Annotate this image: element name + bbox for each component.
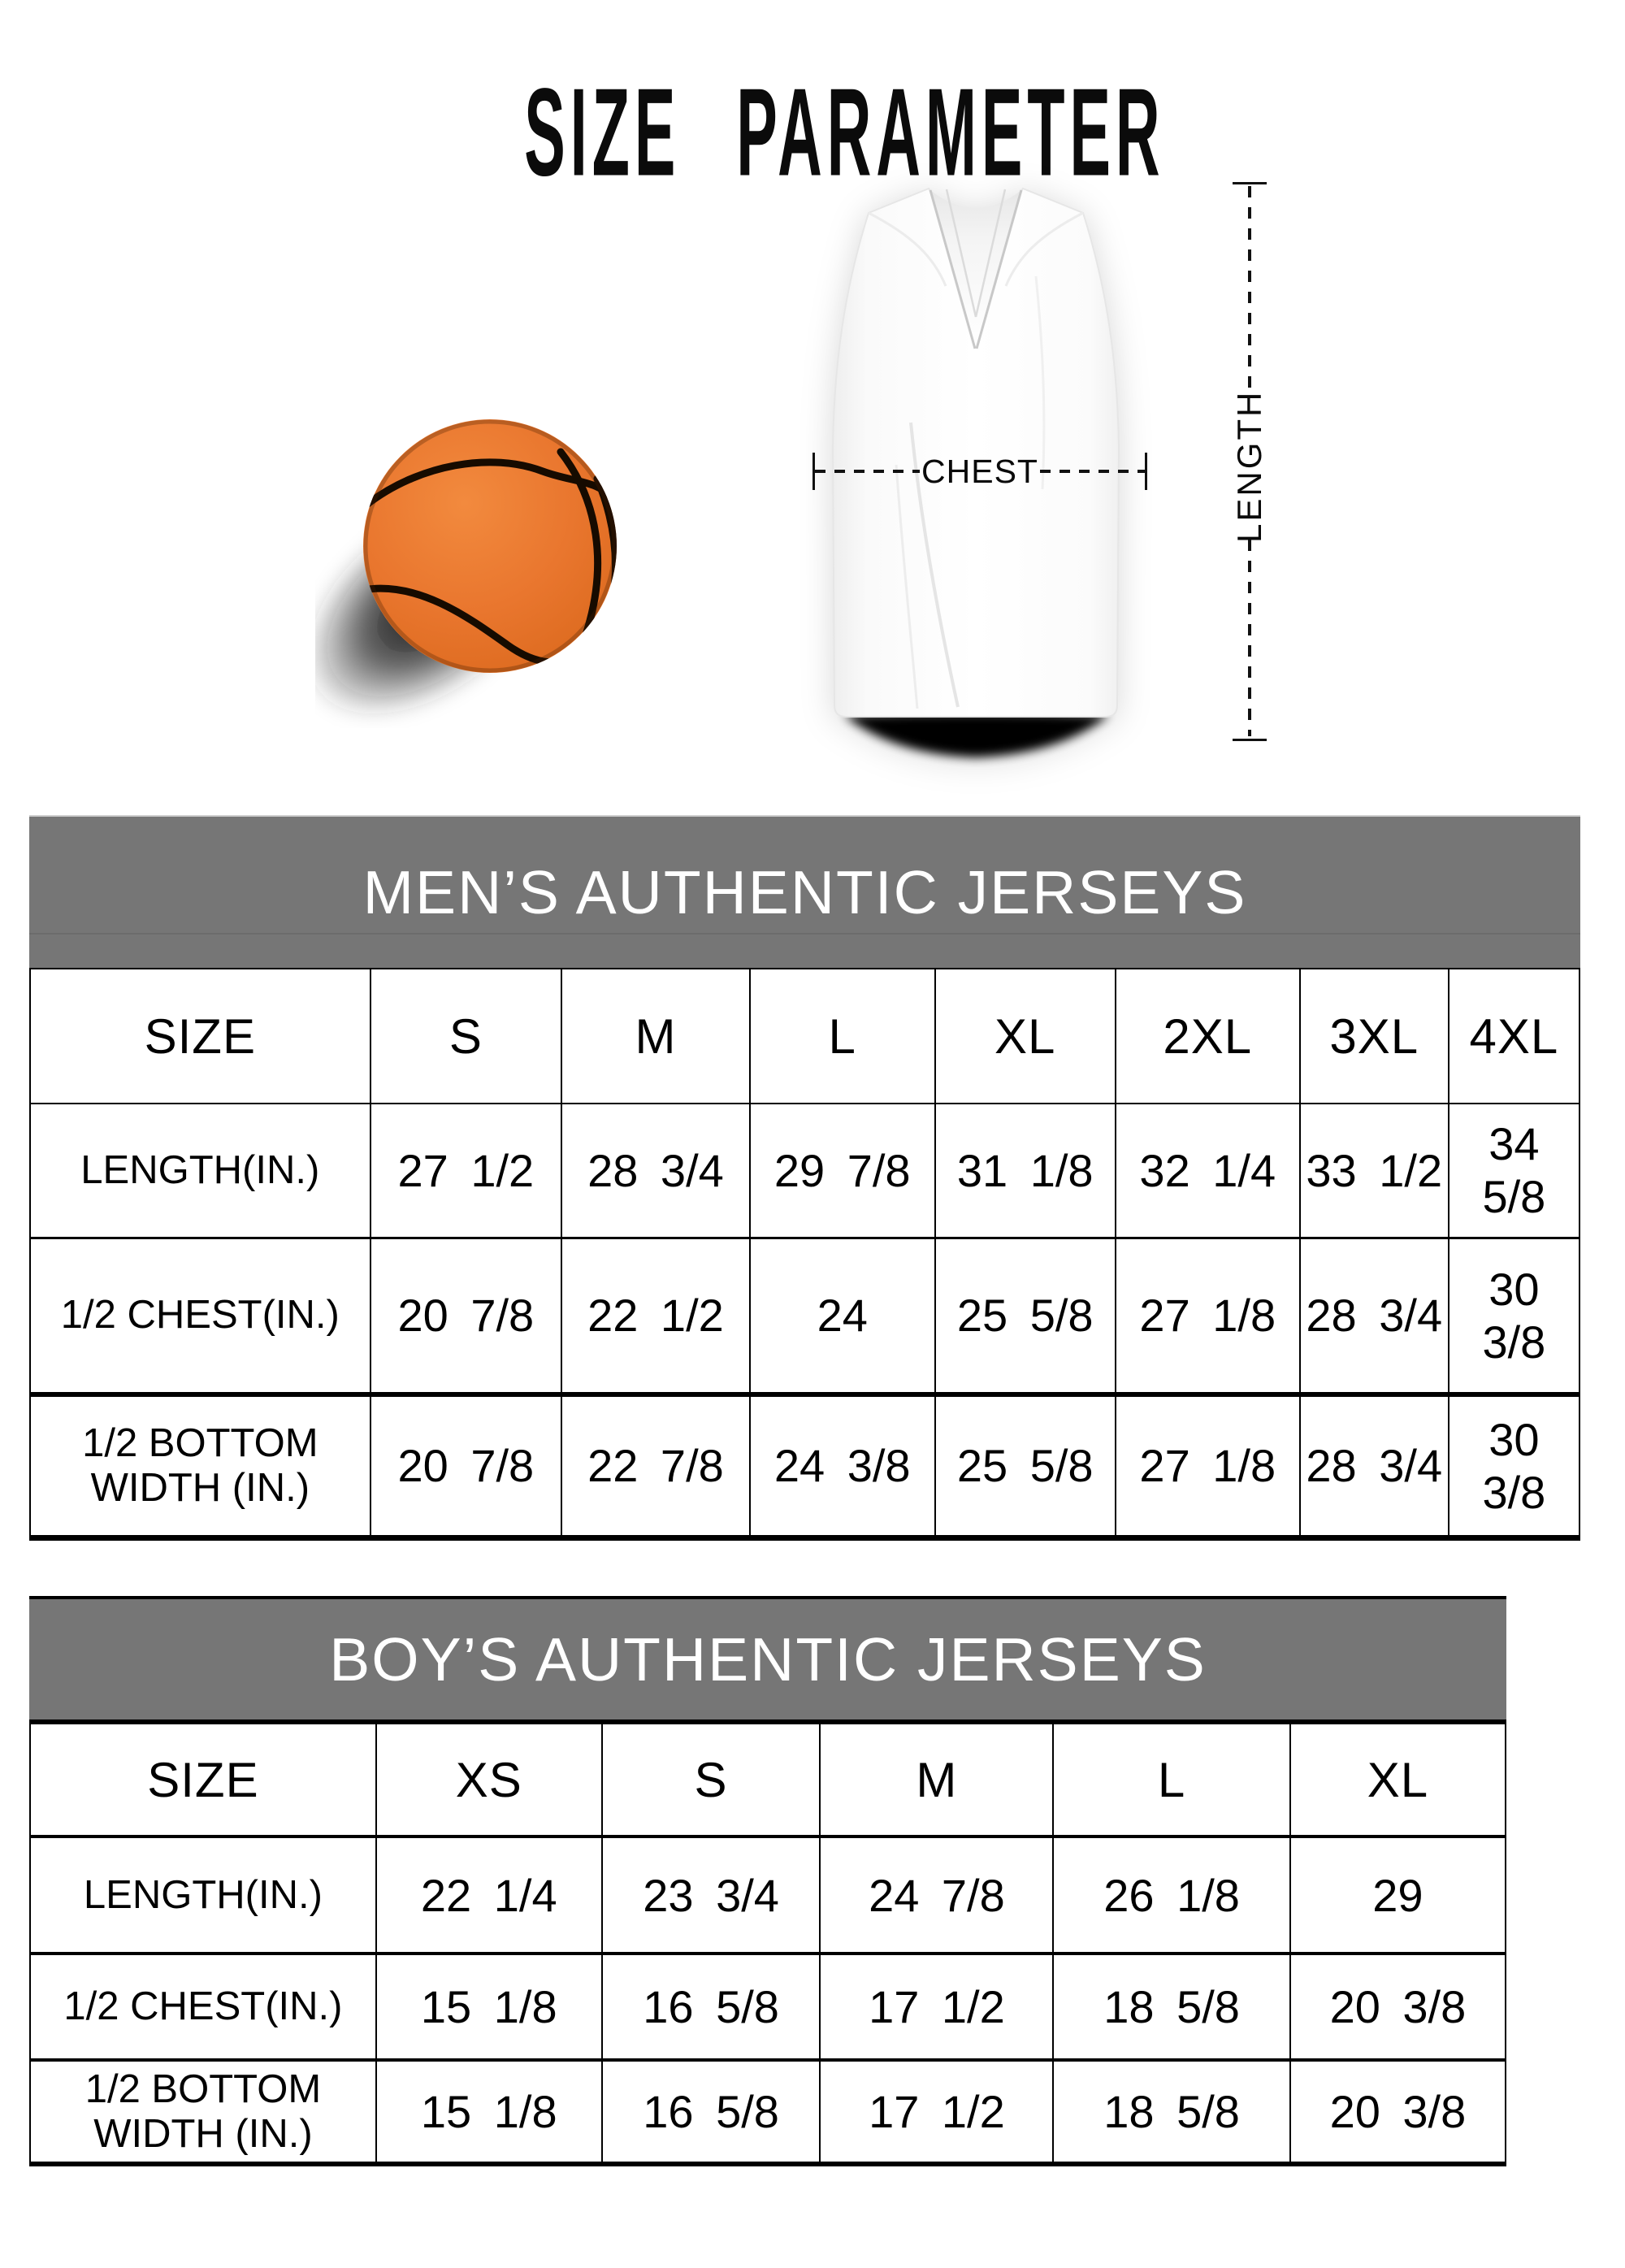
size-value-cell: 20 3/8 xyxy=(1289,2058,1506,2164)
row-label-cell: LENGTH(IN.) xyxy=(30,1103,370,1238)
size-value-cell: 29 xyxy=(1289,1835,1506,1954)
size-column-header: 4XL xyxy=(1447,969,1580,1104)
size-value-cell: 33 1/2 xyxy=(1298,1103,1449,1238)
size-column-header: 2XL xyxy=(1114,969,1300,1104)
size-value-cell: 31 1/8 xyxy=(934,1103,1116,1238)
size-value-cell: 27 1/8 xyxy=(1114,1236,1300,1394)
size-value-cell: 27 1/2 xyxy=(369,1103,562,1238)
length-dim-bottom-cap xyxy=(1233,739,1267,741)
boys-size-section: BOY’S AUTHENTIC JERSEYS SIZE XS S M L XL LENGT… xyxy=(29,1596,1506,2166)
size-value-cell: 18 5/8 xyxy=(1052,1952,1290,2060)
jersey-illustration xyxy=(831,187,1120,757)
row-label-cell: 1/2 CHEST(IN.) xyxy=(30,1952,376,2060)
boys-banner: BOY’S AUTHENTIC JERSEYS xyxy=(29,1596,1506,1724)
row-label-cell: LENGTH(IN.) xyxy=(30,1835,376,1954)
chest-dim-right-cap xyxy=(1145,453,1147,490)
chest-dim-left-cap xyxy=(812,453,815,490)
size-column-header: XS xyxy=(375,1724,602,1837)
size-column-header: S xyxy=(369,969,562,1104)
row-label-cell: 1/2 BOTTOM WIDTH (IN.) xyxy=(30,2058,376,2164)
size-column-header: L xyxy=(748,969,935,1104)
size-value-cell: 28 3/4 xyxy=(1298,1392,1449,1537)
size-value-cell: 25 5/8 xyxy=(934,1392,1116,1537)
size-value-cell: 29 7/8 xyxy=(748,1103,935,1238)
size-value-cell: 24 7/8 xyxy=(819,1835,1054,1954)
size-value-cell: 18 5/8 xyxy=(1052,2058,1290,2164)
length-dimension-label: LENGTH xyxy=(1230,389,1268,544)
page-title: SIZE PARAMETER xyxy=(524,62,1165,202)
chest-dim-dash-left xyxy=(815,470,921,473)
size-value-cell: 20 3/8 xyxy=(1289,1952,1506,2060)
mens-banner: MEN’S AUTHENTIC JERSEYS xyxy=(29,815,1580,968)
size-column-header: M xyxy=(561,969,750,1104)
size-value-cell: 22 1/2 xyxy=(561,1236,750,1394)
row-label-cell: 1/2 BOTTOM WIDTH (IN.) xyxy=(30,1392,370,1537)
size-value-cell: 16 5/8 xyxy=(600,1952,821,2060)
boys-size-table: SIZE XS S M L XL LENGTH(IN.) 22 1/4 23 3/4 24 7/8… xyxy=(29,1724,1506,2166)
chest-dimension: CHEST xyxy=(812,452,1147,491)
row-label-cell: 1/2 CHEST(IN.) xyxy=(30,1236,370,1394)
size-value-cell: 32 1/4 xyxy=(1114,1103,1300,1238)
length-dim-dash-bottom xyxy=(1248,540,1251,736)
size-value-cell: 27 1/8 xyxy=(1114,1392,1300,1537)
size-value-cell: 17 1/2 xyxy=(819,2058,1054,2164)
size-column-header: L xyxy=(1052,1724,1290,1837)
size-value-cell: 24 xyxy=(748,1236,935,1394)
size-column-header: M xyxy=(819,1724,1054,1837)
size-value-cell: 20 7/8 xyxy=(369,1236,562,1394)
size-value-cell: 15 1/8 xyxy=(375,1952,602,2060)
size-value-cell: 15 1/8 xyxy=(375,2058,602,2164)
size-value-cell: 24 3/8 xyxy=(748,1392,935,1537)
size-column-header: 3XL xyxy=(1298,969,1449,1104)
size-value-cell: 28 3/4 xyxy=(1298,1236,1449,1394)
mens-size-table: SIZE S M L XL 2XL 3XL 4XL LENGTH(IN.) 27 1/2 28 3/… xyxy=(29,968,1580,1541)
size-value-cell: 26 1/8 xyxy=(1052,1835,1290,1954)
size-value-cell: 17 1/2 xyxy=(819,1952,1054,2060)
size-column-header: S xyxy=(600,1724,821,1837)
size-value-cell: 34 5/8 xyxy=(1447,1103,1580,1238)
size-value-cell: 20 7/8 xyxy=(369,1392,562,1537)
jersey-neck-opening xyxy=(930,190,1021,349)
length-dimension: LENGTH xyxy=(1228,182,1271,741)
size-column-header: XL xyxy=(934,969,1116,1104)
size-header-cell: SIZE xyxy=(144,1008,256,1064)
length-dim-top-cap xyxy=(1233,182,1267,184)
basketball-icon xyxy=(315,419,617,719)
size-value-cell: 25 5/8 xyxy=(934,1236,1116,1394)
jersey-hem-shadow xyxy=(844,713,1109,757)
size-header-cell: SIZE xyxy=(147,1752,259,1807)
size-value-cell: 23 3/4 xyxy=(600,1835,821,1954)
size-value-cell: 28 3/4 xyxy=(561,1103,750,1238)
chest-dim-dash-right xyxy=(1039,470,1145,473)
chest-dimension-label: CHEST xyxy=(921,452,1038,490)
size-value-cell: 16 5/8 xyxy=(600,2058,821,2164)
length-dim-dash-top xyxy=(1248,186,1251,394)
size-value-cell: 22 7/8 xyxy=(561,1392,750,1537)
size-value-cell: 30 3/8 xyxy=(1447,1236,1580,1394)
size-value-cell: 22 1/4 xyxy=(375,1835,602,1954)
size-value-cell: 30 3/8 xyxy=(1447,1392,1580,1537)
mens-size-section: MEN’S AUTHENTIC JERSEYS SIZE S M L XL 2XL 3XL 4… xyxy=(29,815,1580,1541)
ball-body xyxy=(363,419,617,673)
size-column-header: XL xyxy=(1289,1724,1506,1837)
